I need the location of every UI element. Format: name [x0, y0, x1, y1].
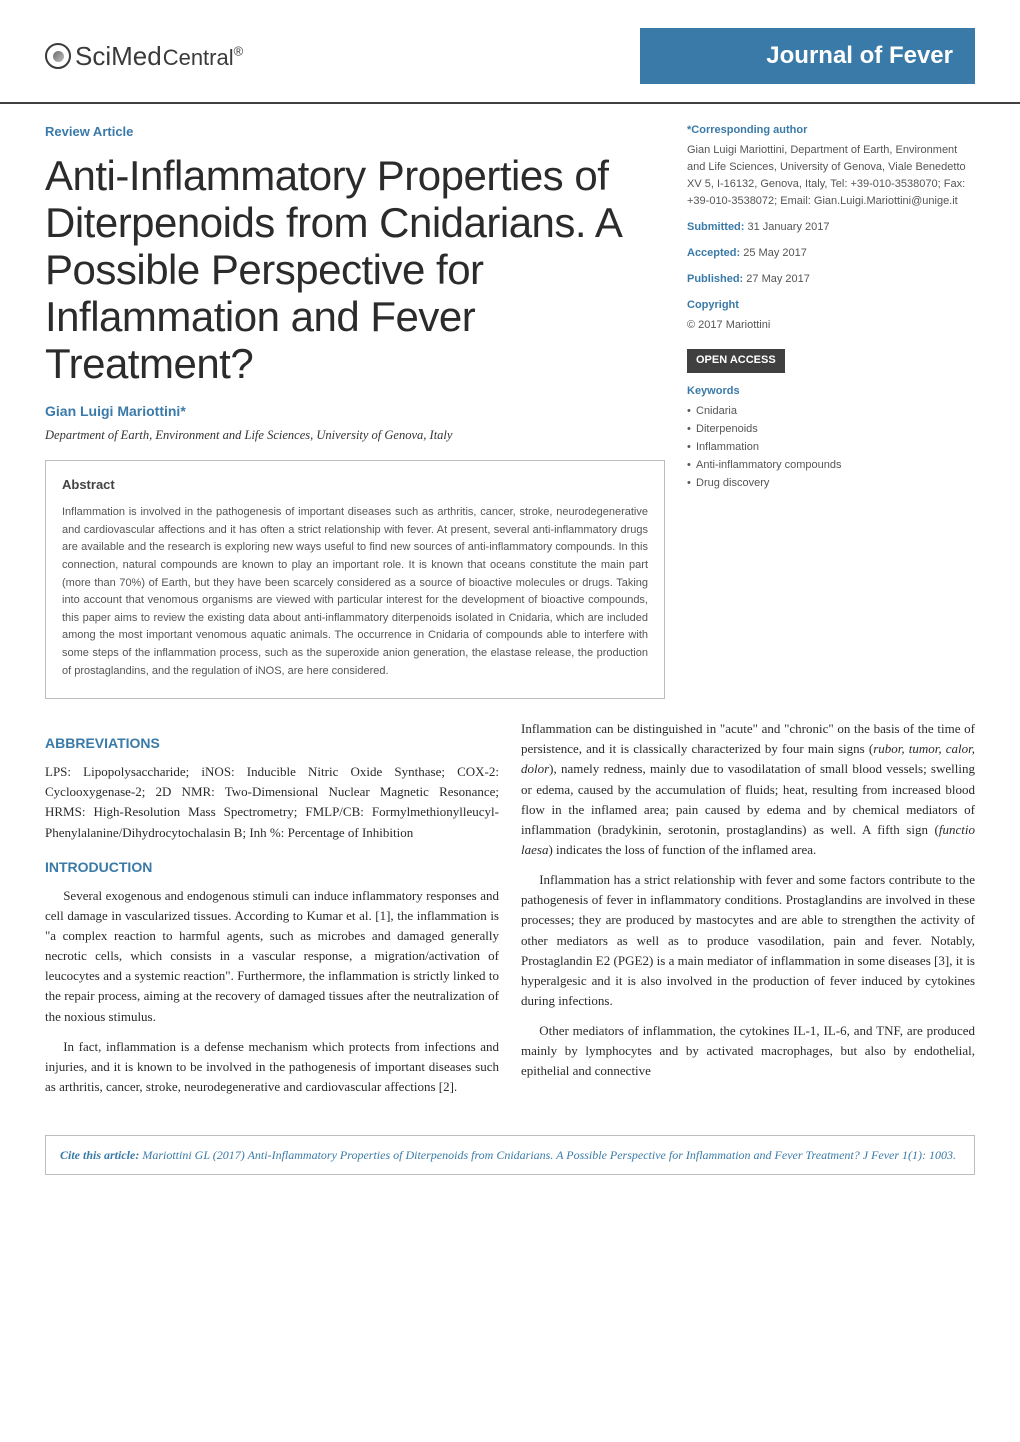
body-column-right: Inflammation can be distinguished in "ac…	[521, 719, 975, 1107]
submitted-label: Submitted:	[687, 221, 744, 233]
keyword-item: Anti-inflammatory compounds	[687, 457, 975, 474]
body-column-left: ABBREVIATIONS LPS: Lipopolysaccharide; i…	[45, 719, 499, 1107]
intro-paragraph: Inflammation has a strict relationship w…	[521, 870, 975, 1011]
open-access-badge: OPEN ACCESS	[687, 349, 785, 372]
article-type-label: Review Article	[45, 122, 665, 142]
intro-p3b: ), namely redness, mainly due to vasodil…	[521, 761, 975, 836]
corresponding-author-heading: *Corresponding author	[687, 122, 975, 139]
author-name: Gian Luigi Mariottini*	[45, 401, 665, 422]
abbreviations-text: LPS: Lipopolysaccharide; iNOS: Inducible…	[45, 762, 499, 843]
top-section: Review Article Anti-Inflammatory Propert…	[0, 102, 1020, 699]
corresponding-author-text: Gian Luigi Mariottini, Department of Ear…	[687, 142, 975, 210]
article-title: Anti-Inflammatory Properties of Diterpen…	[45, 152, 665, 387]
keyword-item: Inflammation	[687, 439, 975, 456]
copyright-value: © 2017 Mariottini	[687, 317, 975, 334]
brand-med: Med	[111, 41, 162, 71]
submitted-block: Submitted: 31 January 2017	[687, 219, 975, 236]
abstract-heading: Abstract	[62, 475, 648, 496]
intro-paragraph: Several exogenous and endogenous stimuli…	[45, 886, 499, 1027]
copyright-label: Copyright	[687, 297, 975, 314]
introduction-heading: INTRODUCTION	[45, 857, 499, 878]
article-header-column: Review Article Anti-Inflammatory Propert…	[45, 104, 665, 699]
abstract-text: Inflammation is involved in the pathogen…	[62, 504, 648, 680]
author-affiliation: Department of Earth, Environment and Lif…	[45, 426, 665, 445]
journal-title: Journal of Fever	[640, 28, 975, 84]
keyword-item: Drug discovery	[687, 475, 975, 492]
submitted-value: 31 January 2017	[748, 221, 830, 233]
brand-registered-icon: ®	[234, 43, 244, 58]
keywords-heading: Keywords	[687, 383, 975, 400]
keyword-item: Diterpenoids	[687, 421, 975, 438]
publisher-brand: SciMedCentral®	[45, 37, 243, 76]
citation-text: Mariottini GL (2017) Anti-Inflammatory P…	[139, 1148, 956, 1162]
brand-sci: Sci	[75, 41, 111, 71]
metadata-sidebar: *Corresponding author Gian Luigi Mariott…	[687, 104, 975, 699]
abbreviations-heading: ABBREVIATIONS	[45, 733, 499, 754]
intro-paragraph: Other mediators of inflammation, the cyt…	[521, 1021, 975, 1081]
copyright-block: Copyright © 2017 Mariottini	[687, 297, 975, 334]
keywords-block: Keywords Cnidaria Diterpenoids Inflammat…	[687, 383, 975, 492]
brand-logo-icon	[45, 43, 71, 69]
keyword-item: Cnidaria	[687, 403, 975, 420]
corresponding-author-block: *Corresponding author Gian Luigi Mariott…	[687, 122, 975, 210]
intro-paragraph: Inflammation can be distinguished in "ac…	[521, 719, 975, 860]
citation-box: Cite this article: Mariottini GL (2017) …	[45, 1135, 975, 1175]
published-block: Published: 27 May 2017	[687, 271, 975, 288]
brand-central: Central	[163, 45, 234, 70]
published-value: 27 May 2017	[746, 273, 810, 285]
accepted-label: Accepted:	[687, 247, 740, 259]
accepted-value: 25 May 2017	[743, 247, 807, 259]
header-bar: SciMedCentral® Journal of Fever	[0, 0, 1020, 102]
keywords-list: Cnidaria Diterpenoids Inflammation Anti-…	[687, 403, 975, 492]
intro-p3c: ) indicates the loss of function of the …	[548, 842, 816, 857]
abstract-box: Abstract Inflammation is involved in the…	[45, 460, 665, 699]
intro-paragraph: In fact, inflammation is a defense mecha…	[45, 1037, 499, 1097]
citation-lead: Cite this article:	[60, 1148, 139, 1162]
published-label: Published:	[687, 273, 743, 285]
body-two-column: ABBREVIATIONS LPS: Lipopolysaccharide; i…	[0, 699, 1020, 1135]
accepted-block: Accepted: 25 May 2017	[687, 245, 975, 262]
